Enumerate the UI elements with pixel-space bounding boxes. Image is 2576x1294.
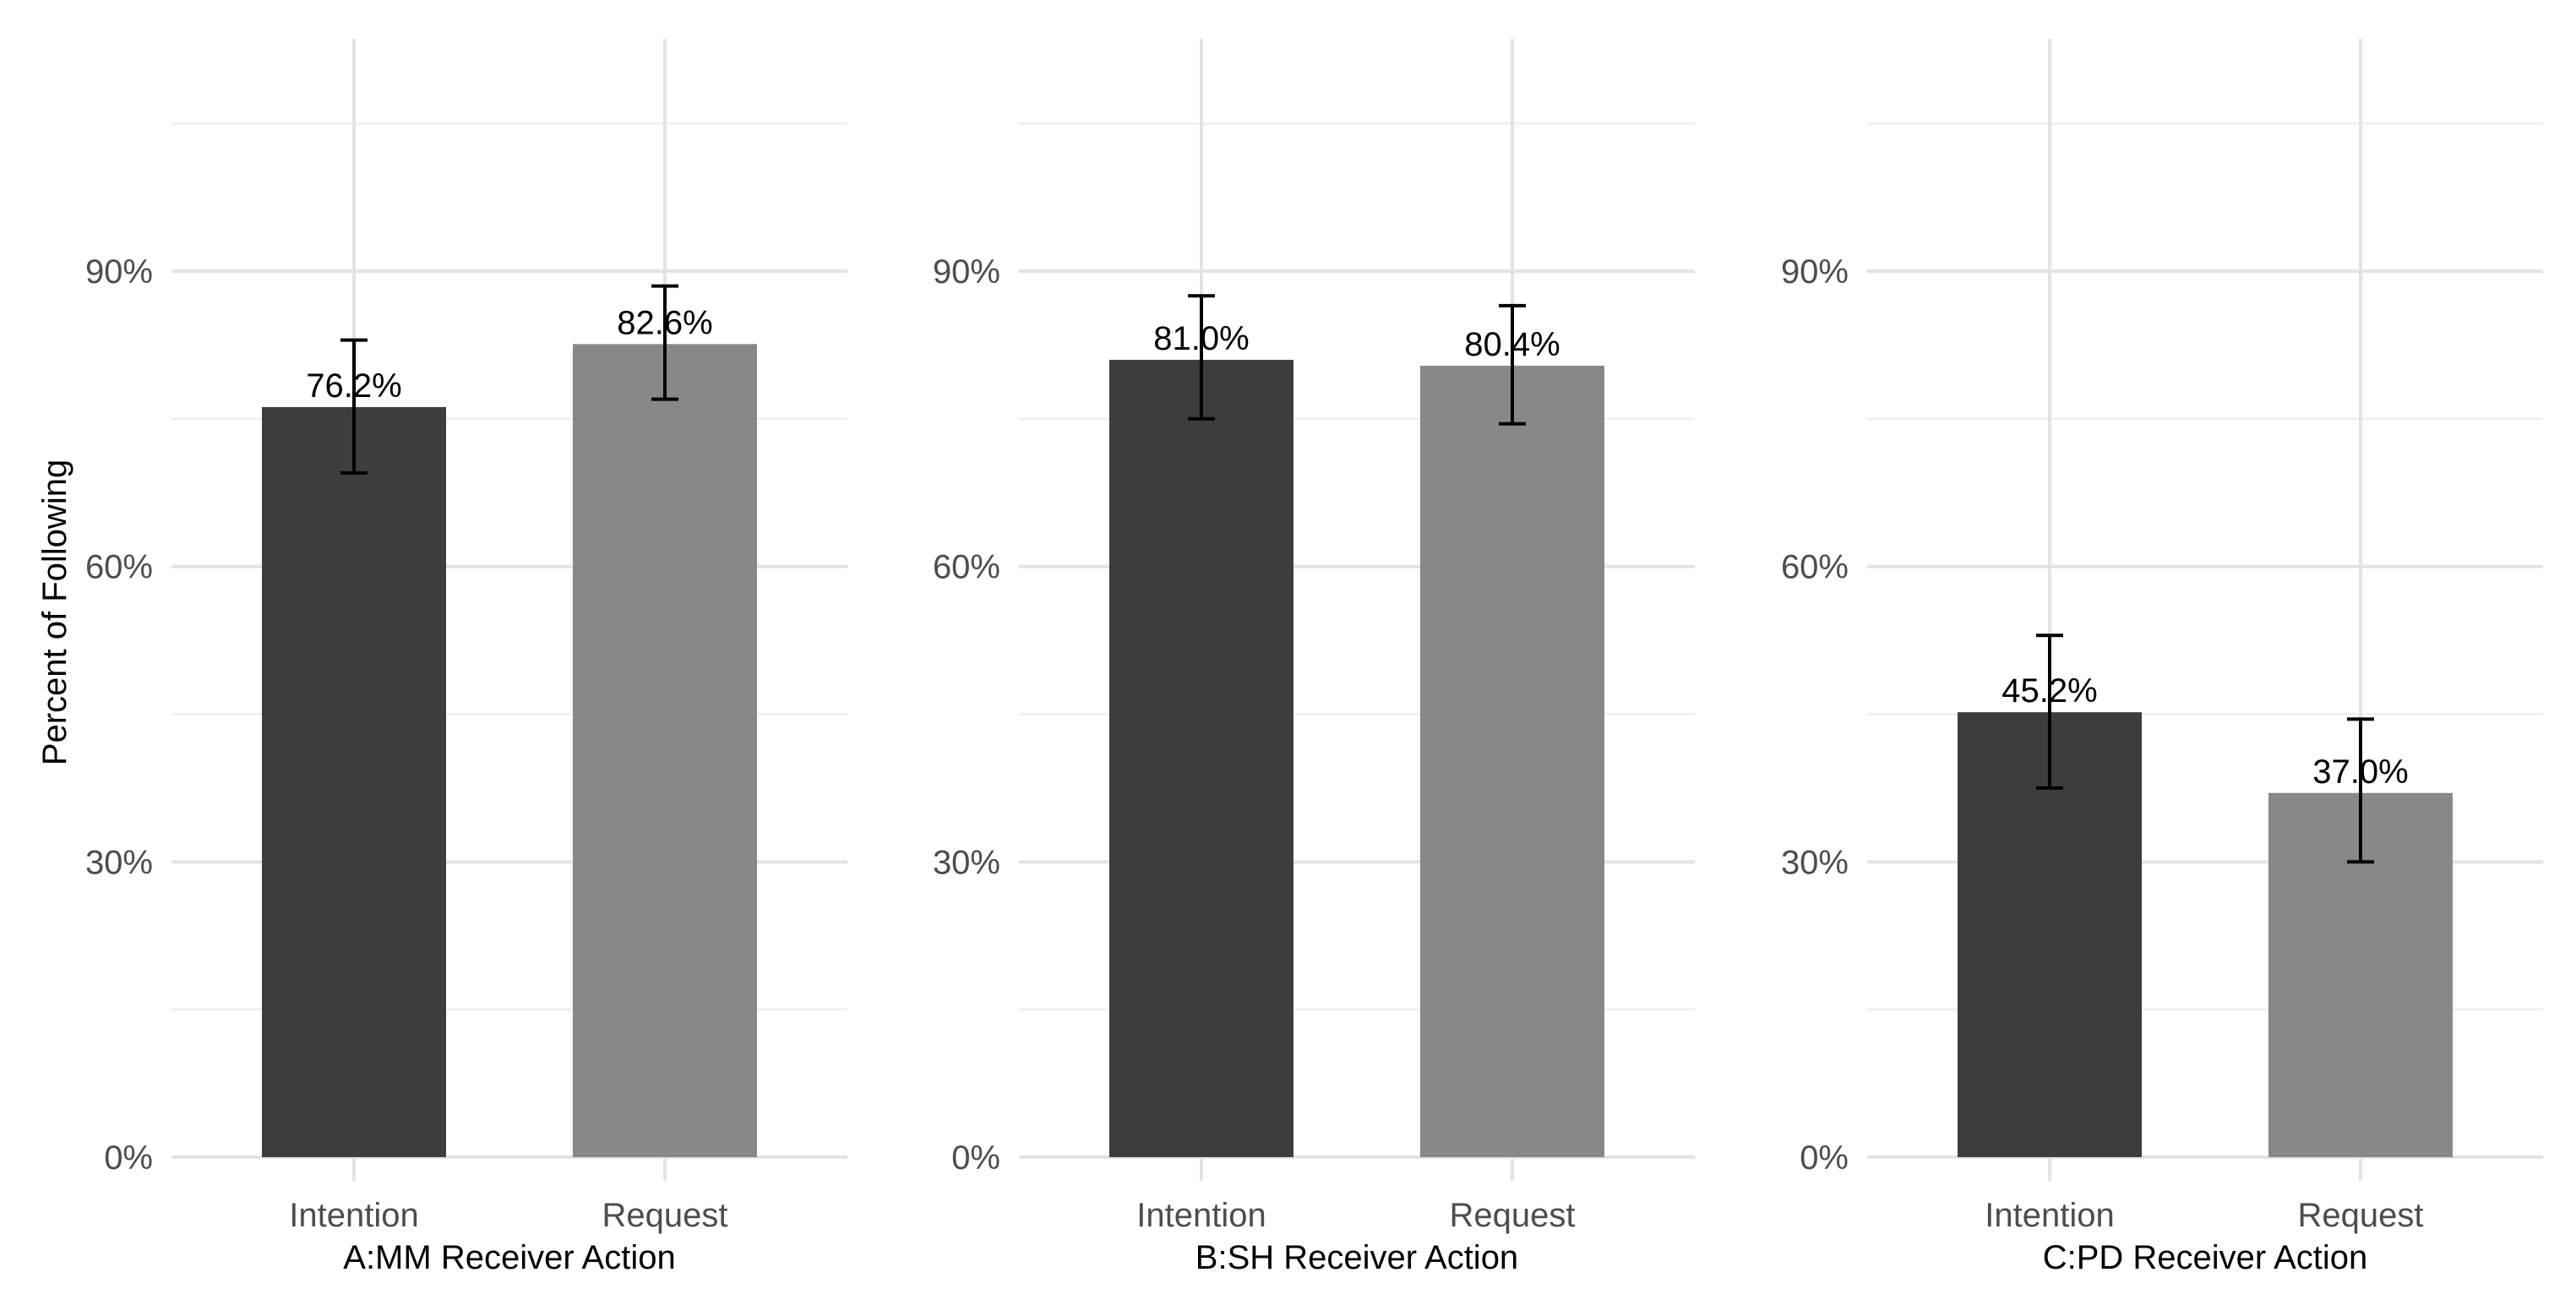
x-axis-title: A:MM Receiver Action	[343, 1239, 675, 1276]
y-tick-label: 30%	[933, 844, 1000, 881]
panel-2: 0% 30% 60% 90% 81.0% Intention 80.4% Request B:S…	[933, 39, 1695, 1276]
x-tick-label: Intention	[289, 1197, 418, 1234]
data-label: 37.0%	[2312, 753, 2408, 791]
y-tick-label: 60%	[1781, 549, 1849, 586]
y-tick-label: 0%	[1800, 1139, 1849, 1177]
x-tick-label: Request	[2298, 1197, 2424, 1234]
data-label: 81.0%	[1153, 320, 1249, 357]
bar-intention	[1109, 359, 1293, 1157]
panel-3: 0% 30% 60% 90% 45.2% Intention 37.0% Request C:P…	[1781, 39, 2543, 1276]
bar-request	[573, 344, 757, 1157]
panel-1: 0% 30% 60% 90% 76.2% Intention 82.6% Request A:M…	[85, 39, 847, 1276]
data-label: 45.2%	[2001, 672, 2097, 710]
y-tick-label: 60%	[85, 549, 153, 586]
x-tick-label: Intention	[1985, 1197, 2114, 1234]
y-tick-label: 60%	[933, 549, 1000, 586]
x-axis-title: C:PD Receiver Action	[2043, 1239, 2368, 1276]
x-axis-title: B:SH Receiver Action	[1195, 1239, 1518, 1276]
y-tick-label: 90%	[933, 253, 1000, 291]
chart-panels: 0% 30% 60% 90% 76.2% Intention 82.6% Request A:M…	[85, 39, 2543, 1276]
y-tick-label: 0%	[104, 1139, 153, 1177]
x-tick-label: Request	[602, 1197, 728, 1234]
bar-request	[1420, 365, 1604, 1157]
y-tick-label: 30%	[85, 844, 153, 881]
y-tick-label: 90%	[85, 253, 153, 291]
y-tick-label: 0%	[951, 1139, 1000, 1177]
y-tick-label: 30%	[1781, 844, 1849, 881]
data-label: 76.2%	[306, 367, 401, 405]
y-axis-title: Percent of Following	[36, 459, 74, 765]
data-label: 82.6%	[617, 304, 712, 341]
bar-intention	[262, 406, 446, 1157]
data-label: 80.4%	[1464, 326, 1560, 363]
y-tick-label: 90%	[1781, 253, 1849, 291]
x-tick-label: Request	[1450, 1197, 1576, 1234]
x-tick-label: Intention	[1136, 1197, 1266, 1234]
